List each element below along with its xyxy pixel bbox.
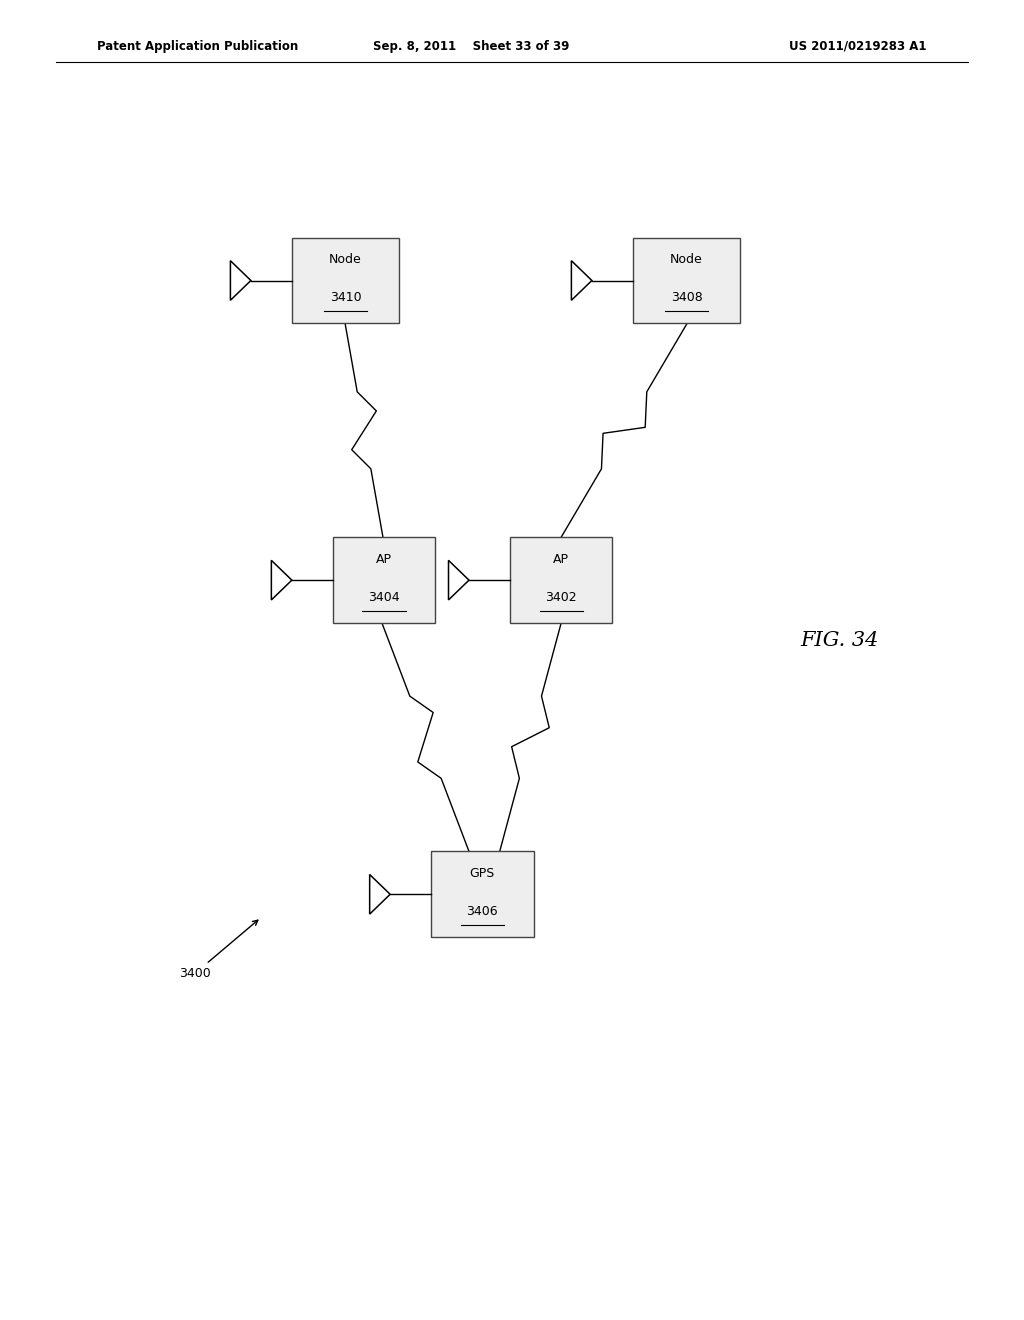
Text: GPS: GPS xyxy=(470,867,495,879)
Text: Node: Node xyxy=(671,253,702,265)
Bar xyxy=(431,851,534,937)
Text: 3404: 3404 xyxy=(369,591,399,603)
Text: FIG. 34: FIG. 34 xyxy=(801,631,879,649)
Text: 3410: 3410 xyxy=(330,292,361,304)
Text: Patent Application Publication: Patent Application Publication xyxy=(97,40,299,53)
Bar xyxy=(333,537,435,623)
Text: Sep. 8, 2011    Sheet 33 of 39: Sep. 8, 2011 Sheet 33 of 39 xyxy=(373,40,569,53)
Text: 3408: 3408 xyxy=(671,292,702,304)
Text: 3402: 3402 xyxy=(546,591,577,603)
Text: 3406: 3406 xyxy=(467,906,498,917)
Text: AP: AP xyxy=(376,553,392,565)
Bar xyxy=(510,537,612,623)
Text: Node: Node xyxy=(330,253,361,265)
Text: 3400: 3400 xyxy=(179,920,258,979)
Text: AP: AP xyxy=(553,553,569,565)
Text: US 2011/0219283 A1: US 2011/0219283 A1 xyxy=(790,40,927,53)
Bar xyxy=(292,238,399,323)
Bar xyxy=(633,238,740,323)
